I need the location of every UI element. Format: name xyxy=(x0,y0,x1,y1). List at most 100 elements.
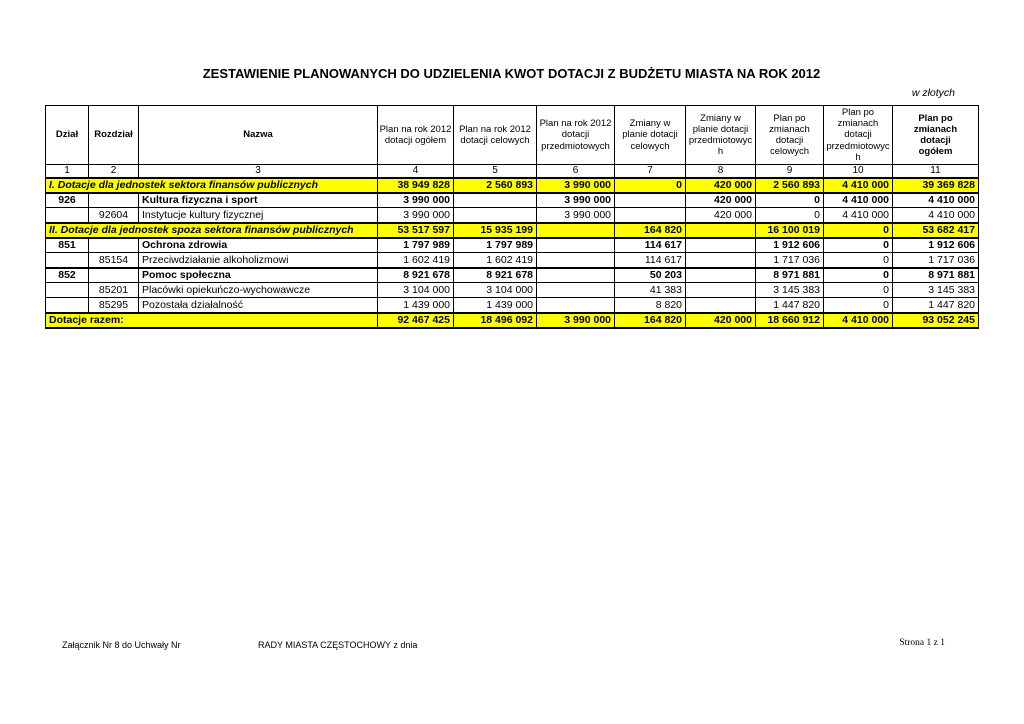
cell-value: 164 820 xyxy=(614,311,686,329)
cell-value: 0 xyxy=(755,191,824,209)
table-body: I. Dotacje dla jednostek sektora finansó… xyxy=(45,176,979,329)
cell-value: 0 xyxy=(823,297,893,314)
cell-value: 1 447 820 xyxy=(755,297,824,314)
cell-rozdzial: 85154 xyxy=(88,252,139,269)
cell-value: 16 100 019 xyxy=(755,221,824,239)
cell-value: 0 xyxy=(755,207,824,224)
cell-name: Przeciwdziałanie alkoholizmowi xyxy=(138,252,378,269)
table-row: 85154 Przeciwdziałanie alkoholizmowi 1 602… xyxy=(45,252,979,269)
column-number-8: 8 xyxy=(685,164,756,179)
cell-value: 4 410 000 xyxy=(823,176,893,194)
cell-rozdzial xyxy=(88,191,139,209)
cell-name: Pomoc społeczna xyxy=(138,266,378,284)
cell-value xyxy=(536,266,615,284)
cell-value: 2 560 893 xyxy=(453,176,537,194)
column-number-11: 11 xyxy=(892,164,979,179)
cell-value: 15 935 199 xyxy=(453,221,537,239)
cell-value: 114 617 xyxy=(614,252,686,269)
total-row: Dotacje razem: 92 467 425 18 496 092 3 990 … xyxy=(45,311,979,329)
cell-name: Placówki opiekuńczo-wychowawcze xyxy=(138,282,378,299)
cell-value: 114 617 xyxy=(614,236,686,254)
row-label: II. Dotacje dla jednostek spoza sektora … xyxy=(45,221,378,239)
cell-value xyxy=(536,252,615,269)
cell-value: 1 912 606 xyxy=(755,236,824,254)
cell-value: 1 717 036 xyxy=(755,252,824,269)
cell-value xyxy=(685,282,756,299)
table-row: 852 Pomoc społeczna 8 921 678 8 921 678 50 2… xyxy=(45,266,979,284)
attachment-note: Załącznik Nr 8 do Uchwały Nr xyxy=(62,640,181,650)
cell-value: 2 560 893 xyxy=(755,176,824,194)
table-header: Dział Rozdział Nazwa Plan na rok 2012 dotac… xyxy=(45,104,979,179)
cell-value: 8 971 881 xyxy=(755,266,824,284)
cell-dzial: 926 xyxy=(45,191,89,209)
column-header-4: Plan na rok 2012 dotacji ogółem xyxy=(377,104,454,166)
column-header-6: Plan na rok 2012 dotacji przedmiotowych xyxy=(536,104,615,166)
cell-value: 3 104 000 xyxy=(453,282,537,299)
page-title: ZESTAWIENIE PLANOWANYCH DO UDZIELENIA KW… xyxy=(202,66,821,81)
column-number-10: 10 xyxy=(823,164,893,179)
cell-value: 53 682 417 xyxy=(892,221,979,239)
cell-value: 1 797 989 xyxy=(453,236,537,254)
cell-value: 3 990 000 xyxy=(377,191,454,209)
page-number: Strona 1 z 1 xyxy=(899,638,945,648)
cell-rozdzial: 92604 xyxy=(88,207,139,224)
cell-rozdzial: 85201 xyxy=(88,282,139,299)
cell-name: Instytucje kultury fizycznej xyxy=(138,207,378,224)
cell-value xyxy=(685,297,756,314)
column-header-9: Plan po zmianach dotacji celowych xyxy=(755,104,824,166)
cell-value: 38 949 828 xyxy=(377,176,454,194)
column-number-9: 9 xyxy=(755,164,824,179)
cell-value: 3 145 383 xyxy=(892,282,979,299)
cell-value: 3 990 000 xyxy=(536,176,615,194)
cell-value: 39 369 828 xyxy=(892,176,979,194)
column-number-row: 1 2 3 4 5 6 7 8 9 10 11 xyxy=(45,164,979,179)
column-number-4: 4 xyxy=(377,164,454,179)
row-label: Dotacje razem: xyxy=(45,311,378,329)
column-header-2: Rozdział xyxy=(88,104,139,166)
cell-value: 18 660 912 xyxy=(755,311,824,329)
table-row: 851 Ochrona zdrowia 1 797 989 1 797 989 114 … xyxy=(45,236,979,254)
cell-value xyxy=(536,282,615,299)
cell-value xyxy=(453,191,537,209)
cell-dzial xyxy=(45,252,89,269)
column-header-7: Zmiany w planie dotacji celowych xyxy=(614,104,686,166)
table-row: 85201 Placówki opiekuńczo-wychowawcze 3 10… xyxy=(45,282,979,299)
cell-value xyxy=(614,207,686,224)
cell-value: 3 990 000 xyxy=(536,191,615,209)
cell-dzial xyxy=(45,282,89,299)
cell-value xyxy=(685,236,756,254)
cell-value: 1 912 606 xyxy=(892,236,979,254)
cell-name: Pozostała działalność xyxy=(138,297,378,314)
cell-value: 0 xyxy=(823,266,893,284)
cell-value: 41 383 xyxy=(614,282,686,299)
cell-value: 420 000 xyxy=(685,176,756,194)
cell-value: 8 921 678 xyxy=(453,266,537,284)
cell-value: 3 990 000 xyxy=(536,207,615,224)
cell-value xyxy=(536,236,615,254)
council-note: RADY MIASTA CZĘSTOCHOWY z dnia xyxy=(258,640,418,650)
cell-value: 8 820 xyxy=(614,297,686,314)
cell-value: 0 xyxy=(823,252,893,269)
column-header-11: Plan po zmianach dotacji ogółem xyxy=(892,104,979,166)
cell-value: 1 797 989 xyxy=(377,236,454,254)
column-header-10: Plan po zmianach dotacji przedmiotowyc h xyxy=(823,104,893,166)
cell-name: Ochrona zdrowia xyxy=(138,236,378,254)
cell-value xyxy=(614,191,686,209)
header-row: Dział Rozdział Nazwa Plan na rok 2012 dotac… xyxy=(45,104,979,166)
table-row: 926 Kultura fizyczna i sport 3 990 000 3 99… xyxy=(45,191,979,209)
cell-value: 18 496 092 xyxy=(453,311,537,329)
cell-value: 3 104 000 xyxy=(377,282,454,299)
cell-value: 8 921 678 xyxy=(377,266,454,284)
row-label: I. Dotacje dla jednostek sektora finansó… xyxy=(45,176,378,194)
column-number-3: 3 xyxy=(138,164,378,179)
cell-rozdzial xyxy=(88,266,139,284)
cell-dzial xyxy=(45,297,89,314)
cell-value: 3 145 383 xyxy=(755,282,824,299)
cell-value: 0 xyxy=(823,221,893,239)
cell-value: 3 990 000 xyxy=(377,207,454,224)
cell-value: 420 000 xyxy=(685,311,756,329)
cell-value: 0 xyxy=(823,282,893,299)
cell-name: Kultura fizyczna i sport xyxy=(138,191,378,209)
cell-rozdzial xyxy=(88,236,139,254)
cell-dzial xyxy=(45,207,89,224)
